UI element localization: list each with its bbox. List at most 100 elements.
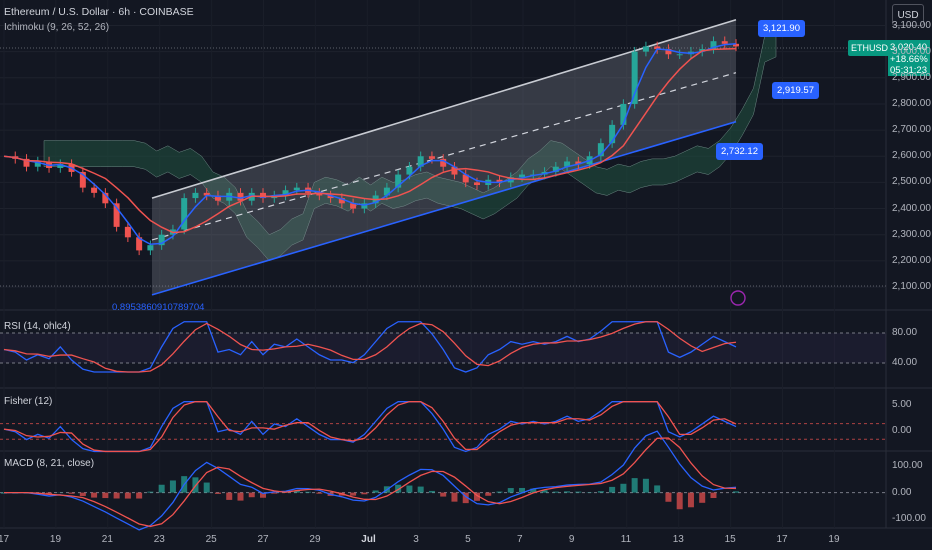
macd-histogram-bar [440,492,447,497]
candle-body [609,124,616,144]
time-tick-label: 19 [828,534,840,545]
macd-histogram-bar [519,487,526,493]
macd-histogram-bar [462,492,469,504]
channel-mid-line [151,72,737,241]
channel-mid-tag[interactable]: 2,919.57 [772,82,819,99]
price-tick-label: 2,300.00 [892,228,931,240]
fisher-trigger-line [3,401,737,453]
price-tick-label: 3,100.00 [892,19,931,31]
candle-body [316,192,323,196]
candle-body [440,158,447,167]
macd-histogram-bar [676,492,683,510]
candle-body [181,198,188,230]
candle-body [23,158,30,167]
price-tick-label: 2,800.00 [892,97,931,109]
candle-body [34,161,41,167]
candle-body [676,54,683,56]
macd-histogram-bar [271,492,278,494]
ichimoku-label: Ichimoku (9, 26, 52, 26) [4,22,110,33]
macd-histogram-bar [530,488,537,493]
candle-body [327,195,334,199]
candle-body [733,43,739,47]
last-price: 3,020.40 [890,42,927,53]
price-tick-label: 2,100.00 [892,281,931,292]
rsi-tick-label: 80.00 [892,327,918,338]
candle-body [383,187,390,196]
macd-histogram-bar [710,492,717,499]
macd-histogram-bar [102,492,109,499]
macd-histogram-bar [158,484,165,493]
rsi-signal-line [3,321,737,373]
macd-histogram-bar [203,482,210,493]
time-tick-label: 11 [620,534,632,545]
macd-histogram-bar [395,484,402,493]
time-tick-label: Jul [361,534,376,545]
candle-body [631,51,638,104]
candle-body [620,103,627,125]
macd-histogram-bar [496,491,503,493]
time-tick-label: 15 [724,534,736,545]
macd-title: MACD (8, 21, close) [4,458,95,469]
currency-button[interactable]: USD [892,4,924,26]
price-tick-label: 2,900.00 [892,71,931,83]
candle-body [79,171,86,188]
fisher-tick-label: 5.00 [892,399,912,411]
price-change: +18.66% [890,53,928,65]
fisher-title: Fisher (12) [4,396,53,407]
price-tick-label: 2,700.00 [892,124,931,136]
channel-fill [152,19,736,295]
time-tick-label: 21 [101,534,113,545]
rsi-band [0,333,886,363]
macd-histogram-bar [113,492,120,499]
macd-histogram-bar [361,492,368,495]
macd-histogram-bar [417,486,424,493]
macd-histogram-bar [451,492,458,502]
chart-title: Ethereum / U.S. Dollar · 6h · COINBASE [4,6,194,18]
candle-body [136,237,143,251]
macd-histogram-bar [428,490,435,493]
candle-body [158,234,165,246]
channel-upper-tag[interactable]: 3,121.90 [758,20,805,37]
candle-body [462,174,469,183]
time-tick-label: 29 [309,534,321,545]
macd-histogram-bar [654,485,661,493]
macd-histogram-bar [46,492,53,495]
price-tick-label: 3,000.00 [892,45,931,57]
candle-body [147,245,154,251]
macd-histogram-bar [124,492,131,499]
macd-histogram-bar [91,492,98,498]
time-tick-label: 13 [672,534,684,545]
candle-body [564,161,571,167]
bar-countdown: 05:31:23 [890,65,927,76]
channel-lower-tag[interactable]: 2,732.12 [716,143,763,160]
macd-histogram-bar [699,492,706,503]
rsi-title: RSI (14, ohlc4) [4,321,71,332]
macd-histogram-bar [372,490,379,493]
price-tick-label: 2,200.00 [892,254,931,266]
macd-histogram-bar [226,492,233,500]
candle-body [710,41,717,50]
candle-body [214,195,221,201]
candle-body [519,174,526,178]
symbol-tag: ETHUSD [848,40,892,56]
macd-histogram-bar [169,480,176,493]
macd-histogram-bar [406,485,413,493]
candle-body [654,46,661,50]
macd-histogram-bar [136,492,143,499]
macd-tick-label: -100.00 [892,512,926,524]
macd-histogram-bar [485,492,492,496]
candle-body [91,187,98,193]
macd-histogram-bar [564,491,571,493]
macd-histogram-bar [575,491,582,493]
macd-histogram-bar [620,483,627,493]
rsi-tick-label: 40.00 [892,357,918,368]
candle-body [293,187,300,191]
macd-signal-line [4,437,737,528]
tenkan-line [3,43,737,246]
macd-histogram-bar [733,491,739,493]
macd-histogram-bar [79,492,86,497]
candle-body [350,203,357,209]
kijun-line [3,47,737,234]
macd-histogram-bar [147,491,154,493]
time-tick-label: 27 [257,534,269,545]
